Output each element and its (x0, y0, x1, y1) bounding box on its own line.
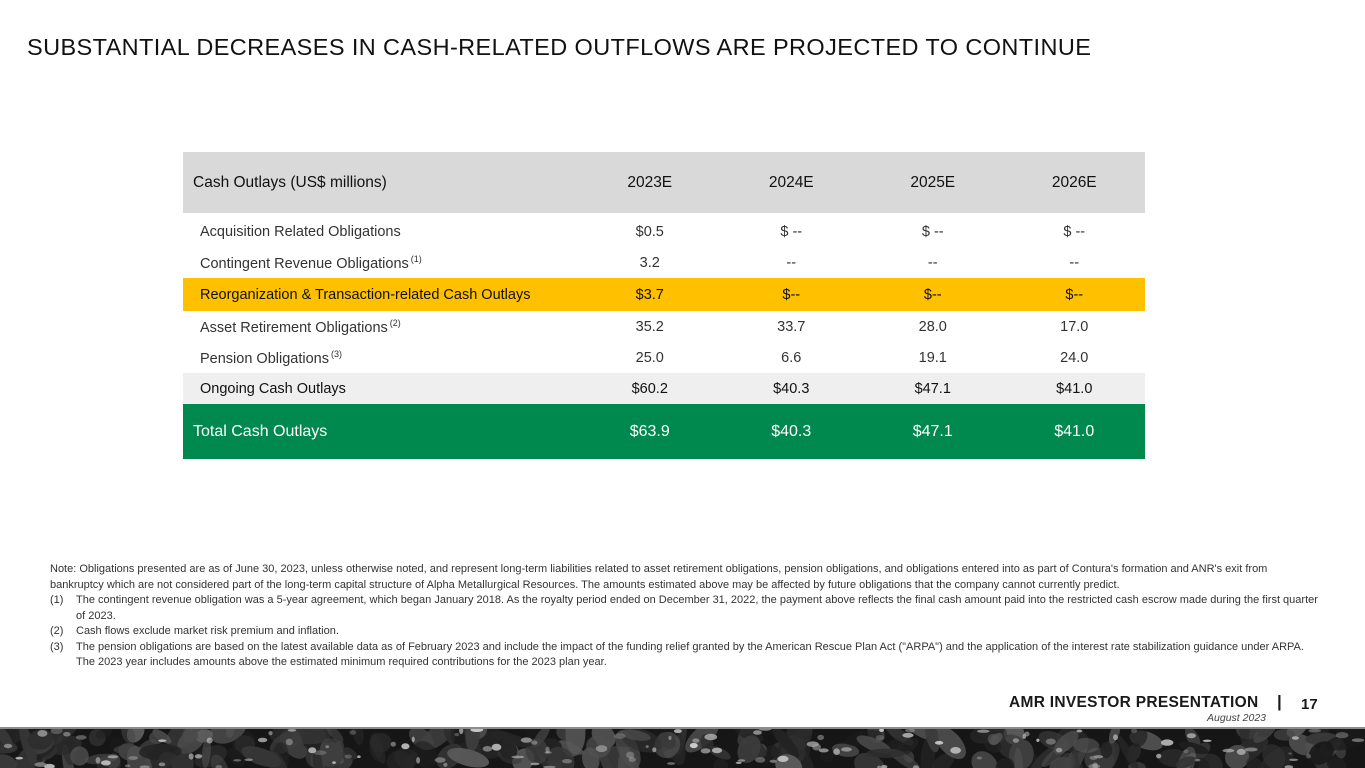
row-label: Contingent Revenue Obligations (1) (183, 247, 579, 278)
footnote-3: (3) The pension obligations are based on… (50, 640, 1320, 671)
cell-value: $41.0 (1003, 373, 1145, 404)
cell-value: $0.5 (635, 224, 664, 240)
cash-outlays-table-container: Cash Outlays (US$ millions) 2023E 2024E … (183, 152, 1145, 459)
cell-value: -- (786, 254, 797, 271)
row-label-text: Contingent Revenue Obligations (200, 255, 409, 272)
cell-value: 24.0 (1060, 349, 1089, 366)
page-number: 17 (1301, 696, 1318, 713)
table-row-pension: Pension Obligations (3) 25.0 6.6 19.1 24.… (183, 342, 1145, 373)
row-label: Reorganization & Transaction-related Cas… (183, 278, 579, 311)
footnote-ref: (2) (389, 317, 401, 328)
row-label-text: Asset Retirement Obligations (200, 319, 388, 336)
row-label: Asset Retirement Obligations (2) (183, 311, 579, 342)
footnote-text: Cash flows exclude market risk premium a… (76, 625, 339, 637)
header-year-2023: 2023E (579, 152, 721, 213)
cell-value: $-- (720, 278, 862, 311)
table-row-contingent: Contingent Revenue Obligations (1) 3.2 --… (183, 247, 1145, 278)
cell-value: $40.3 (720, 373, 862, 404)
cell-value: $63.9 (579, 404, 721, 459)
cell-value: $60.2 (579, 373, 721, 404)
cell-value: $ -- (1063, 224, 1086, 240)
cell-value: 33.7 (777, 318, 806, 335)
table-header-row: Cash Outlays (US$ millions) 2023E 2024E … (183, 152, 1145, 213)
cell-value: $47.1 (862, 404, 1004, 459)
cell-value: -- (927, 254, 938, 271)
row-label-text: Reorganization & Transaction-related Cas… (200, 286, 531, 303)
table-row-ongoing: Ongoing Cash Outlays $60.2 $40.3 $47.1 $… (183, 373, 1145, 404)
cell-value: $-- (862, 278, 1004, 311)
coal-strip-image (0, 729, 1365, 768)
footnote-text: The pension obligations are based on the… (76, 640, 1304, 669)
row-label: Ongoing Cash Outlays (183, 373, 579, 404)
cell-value: 19.1 (918, 349, 947, 366)
footer-brand: AMR INVESTOR PRESENTATION (1009, 694, 1259, 711)
footnote-2: (2) Cash flows exclude market risk premi… (50, 624, 1320, 640)
cell-value: -- (1069, 254, 1080, 271)
table-row-reorganization: Reorganization & Transaction-related Cas… (183, 278, 1145, 311)
cell-value: $ -- (921, 224, 944, 240)
footnote-number: (3) (50, 640, 64, 653)
footnote-text: The contingent revenue obligation was a … (76, 594, 1318, 622)
cell-value: $41.0 (1003, 404, 1145, 459)
note-intro: Note: Obligations presented are as of Ju… (50, 563, 1268, 591)
footer-divider (0, 727, 1365, 729)
row-label: Acquisition Related Obligations (183, 213, 579, 247)
cell-value: 3.2 (639, 254, 660, 271)
cash-outlays-table: Cash Outlays (US$ millions) 2023E 2024E … (183, 152, 1145, 459)
header-year-2024: 2024E (720, 152, 862, 213)
cell-value: 28.0 (918, 318, 947, 335)
table-row-total: Total Cash Outlays $63.9 $40.3 $47.1 $41… (183, 404, 1145, 459)
header-label: Cash Outlays (US$ millions) (183, 152, 579, 213)
cell-value: 6.6 (781, 349, 802, 366)
footnote-ref: (3) (330, 348, 342, 359)
notes-section: Note: Obligations presented are as of Ju… (50, 562, 1320, 671)
cell-value: $40.3 (720, 404, 862, 459)
cell-value: $47.1 (862, 373, 1004, 404)
row-label: Pension Obligations (3) (183, 342, 579, 373)
cell-value: 17.0 (1060, 318, 1089, 335)
row-label: Total Cash Outlays (183, 404, 579, 459)
table-row-acquisition: Acquisition Related Obligations $0.5 $ -… (183, 213, 1145, 247)
row-label-text: Total Cash Outlays (193, 422, 328, 440)
cell-value: $ -- (780, 224, 803, 240)
row-label-text: Acquisition Related Obligations (200, 224, 401, 240)
cell-value: 25.0 (635, 349, 664, 366)
footnote-number: (2) (50, 625, 64, 637)
cell-value: 35.2 (635, 318, 664, 335)
footnote-ref: (1) (410, 253, 422, 264)
header-year-2025: 2025E (862, 152, 1004, 213)
footer-separator: | (1277, 692, 1282, 711)
cell-value: $3.7 (579, 278, 721, 311)
table-row-asset-retirement: Asset Retirement Obligations (2) 35.2 33.… (183, 311, 1145, 342)
row-label-text: Pension Obligations (200, 350, 329, 367)
header-year-2026: 2026E (1003, 152, 1145, 213)
slide-title: SUBSTANTIAL DECREASES IN CASH-RELATED OU… (27, 34, 1092, 60)
footnote-1: (1) The contingent revenue obligation wa… (50, 593, 1320, 624)
cell-value: $-- (1003, 278, 1145, 311)
footnote-number: (1) (50, 594, 64, 606)
row-label-text: Ongoing Cash Outlays (200, 380, 346, 397)
footer-date: August 2023 (1207, 712, 1266, 724)
